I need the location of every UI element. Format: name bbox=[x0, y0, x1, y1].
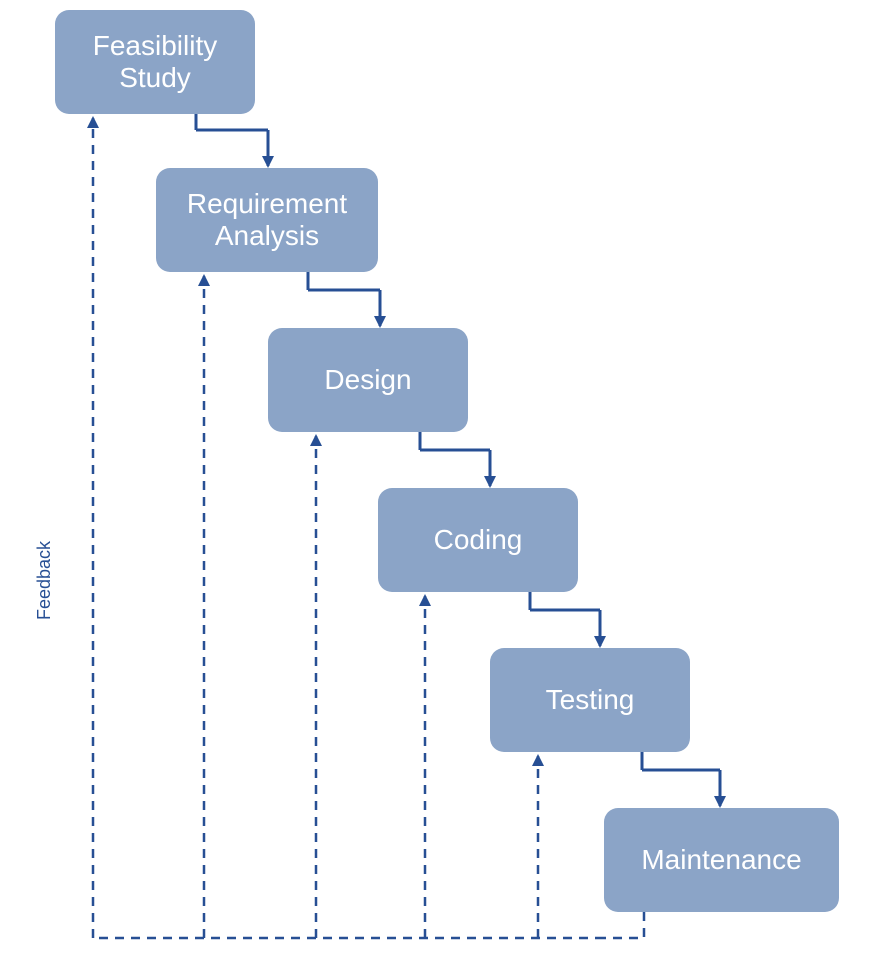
node-label: Maintenance bbox=[641, 844, 801, 876]
node-coding: Coding bbox=[378, 488, 578, 592]
node-testing: Testing bbox=[490, 648, 690, 752]
node-label: Coding bbox=[434, 524, 523, 556]
feedback-drop bbox=[604, 912, 644, 938]
waterfall-diagram: Feasibility Study Requirement Analysis Des… bbox=[0, 0, 880, 972]
feedback-label: Feedback bbox=[34, 541, 55, 620]
node-label: Testing bbox=[546, 684, 635, 716]
node-label: Feasibility Study bbox=[93, 30, 217, 94]
node-maintenance: Maintenance bbox=[604, 808, 839, 912]
node-label: Requirement Analysis bbox=[187, 188, 347, 252]
node-label: Design bbox=[324, 364, 411, 396]
node-requirement: Requirement Analysis bbox=[156, 168, 378, 272]
node-feasibility: Feasibility Study bbox=[55, 10, 255, 114]
node-design: Design bbox=[268, 328, 468, 432]
